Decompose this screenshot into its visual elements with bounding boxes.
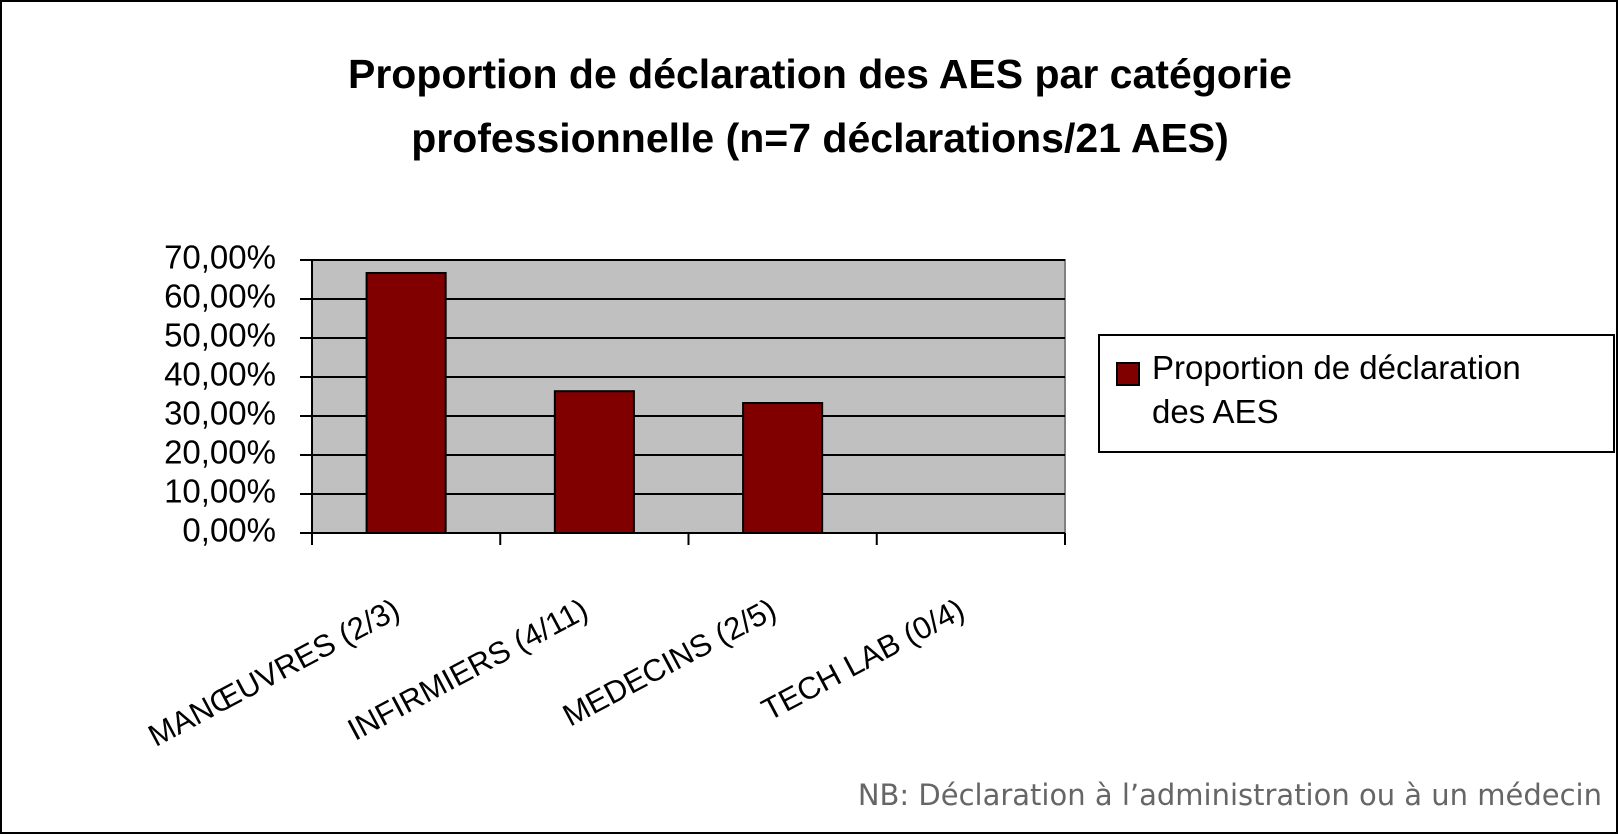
bar [365,271,447,534]
annotation: NB: Déclaration à l’administration ou à … [857,778,1602,812]
x-tick-label: TECH LAB (0/4) [756,592,970,728]
bar [742,402,824,534]
y-tick-label: 70,00% [164,239,276,276]
legend-label: Proportion de déclaration des AES [1152,349,1521,430]
y-tick-label: 10,00% [164,473,276,510]
y-tick-label: 30,00% [164,395,276,432]
legend-swatch [1116,362,1140,386]
legend: Proportion de déclaration des AES [1098,334,1615,453]
bar [553,390,635,535]
x-tick-label: MEDECINS (2/5) [557,592,782,734]
y-tick-label: 40,00% [164,356,276,393]
y-tick-label: 50,00% [164,317,276,354]
y-tick-label: 20,00% [164,434,276,471]
chart-title: Proportion de déclaration des AES par ca… [348,51,1292,161]
y-tick-label: 60,00% [164,278,276,315]
y-tick-label: 0,00% [182,512,276,549]
